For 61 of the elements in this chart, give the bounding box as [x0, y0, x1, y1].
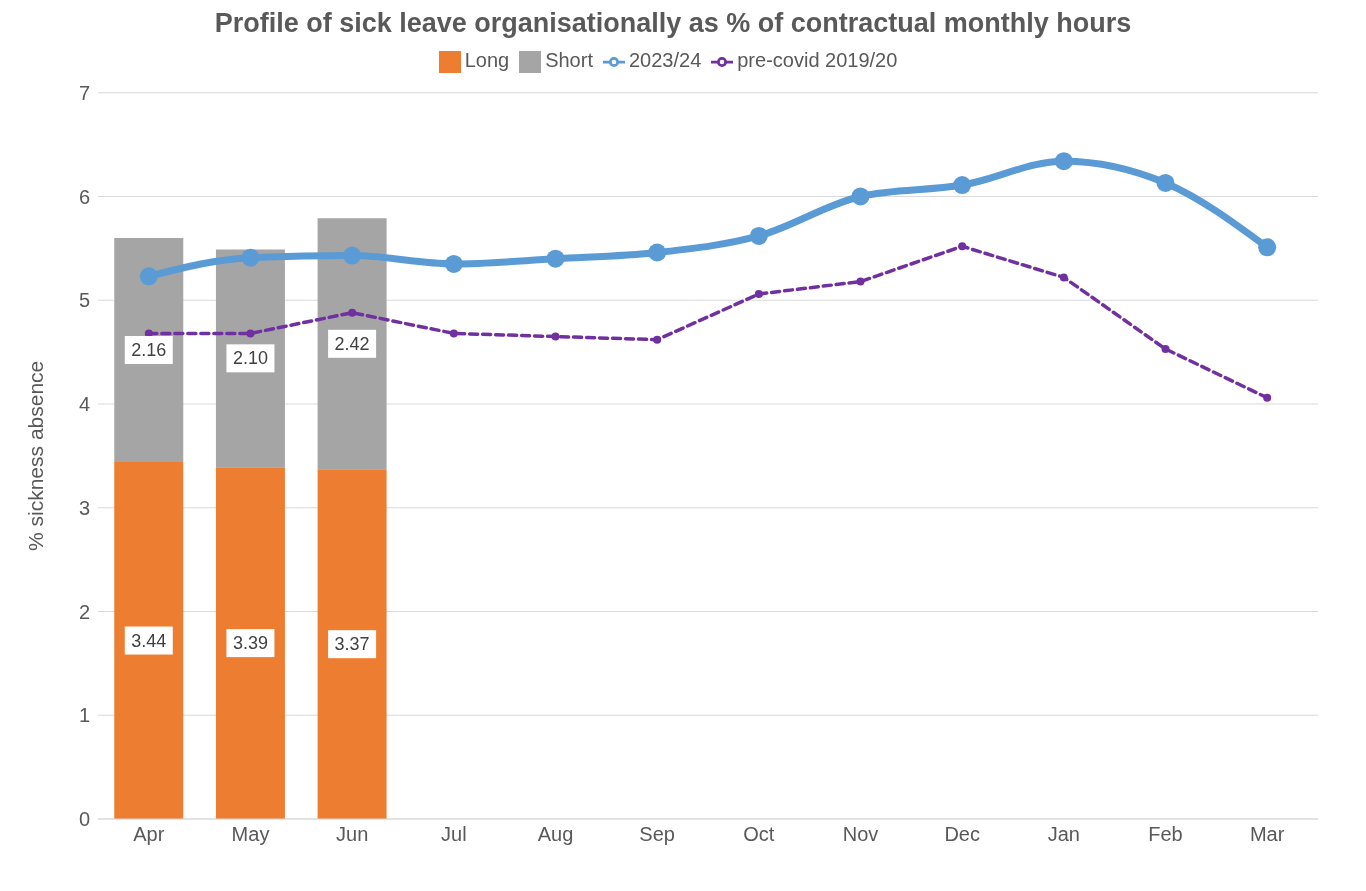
- legend-label: 2023/24: [628, 49, 702, 71]
- point: [546, 249, 565, 268]
- x-tick-label: Jan: [1047, 823, 1080, 846]
- bar: [114, 237, 184, 463]
- point: [1156, 173, 1175, 192]
- point: [749, 226, 768, 245]
- x-tick-label: Dec: [944, 823, 980, 846]
- x-tick-label: Mar: [1249, 823, 1285, 846]
- point: [1161, 344, 1170, 353]
- x-tick-label: Feb: [1148, 823, 1183, 846]
- point: [851, 187, 870, 206]
- legend-label: Long: [464, 49, 510, 71]
- point: [449, 329, 458, 338]
- data-label: 2.10: [232, 348, 268, 369]
- legend-label: pre-covid 2019/20: [737, 49, 898, 71]
- y-tick-label: 2: [78, 600, 90, 623]
- y-tick-label: 6: [78, 185, 90, 208]
- x-tick-label: Apr: [133, 823, 165, 846]
- data-label: 3.39: [232, 633, 268, 654]
- y-tick-label: 7: [78, 81, 90, 104]
- point: [1258, 238, 1277, 257]
- point: [348, 308, 357, 317]
- point: [139, 267, 158, 286]
- point: [1054, 152, 1073, 171]
- point: [958, 242, 967, 251]
- y-tick-label: 5: [78, 289, 90, 312]
- bar: [215, 467, 285, 819]
- bar: [114, 462, 184, 819]
- point: [551, 332, 560, 341]
- bar: [317, 218, 387, 470]
- y-tick-label: 0: [78, 808, 90, 831]
- y-tick-label: 1: [78, 704, 90, 727]
- point: [246, 329, 255, 338]
- point: [953, 176, 972, 195]
- point: [754, 290, 763, 298]
- chart-title: Profile of sick leave organisationally as % of contractual monthly hours: [213, 8, 1133, 39]
- point: [1059, 273, 1068, 282]
- x-tick-label: Aug: [537, 823, 574, 846]
- point: [648, 243, 667, 262]
- y-axis-title: % sickness absence: [24, 360, 48, 551]
- data-label: 3.44: [131, 630, 167, 651]
- y-tick-label: 3: [78, 496, 90, 519]
- y-tick-label: 4: [78, 393, 90, 416]
- legend-label: Short: [545, 49, 593, 71]
- x-tick-label: Sep: [639, 823, 675, 846]
- x-tick-label: Oct: [743, 823, 775, 846]
- point: [343, 246, 362, 265]
- data-label: 2.42: [334, 333, 370, 354]
- bar: [215, 249, 285, 468]
- x-tick-label: Jun: [336, 823, 369, 846]
- bar: [317, 469, 387, 819]
- point: [1263, 393, 1272, 402]
- x-tick-label: Nov: [842, 823, 879, 846]
- data-label: 3.37: [334, 634, 370, 655]
- point: [241, 248, 260, 267]
- x-tick-label: Jul: [441, 823, 467, 846]
- point: [856, 277, 865, 286]
- x-tick-label: May: [231, 823, 270, 846]
- data-label: 2.16: [131, 340, 167, 361]
- point: [653, 335, 662, 344]
- point: [444, 254, 463, 273]
